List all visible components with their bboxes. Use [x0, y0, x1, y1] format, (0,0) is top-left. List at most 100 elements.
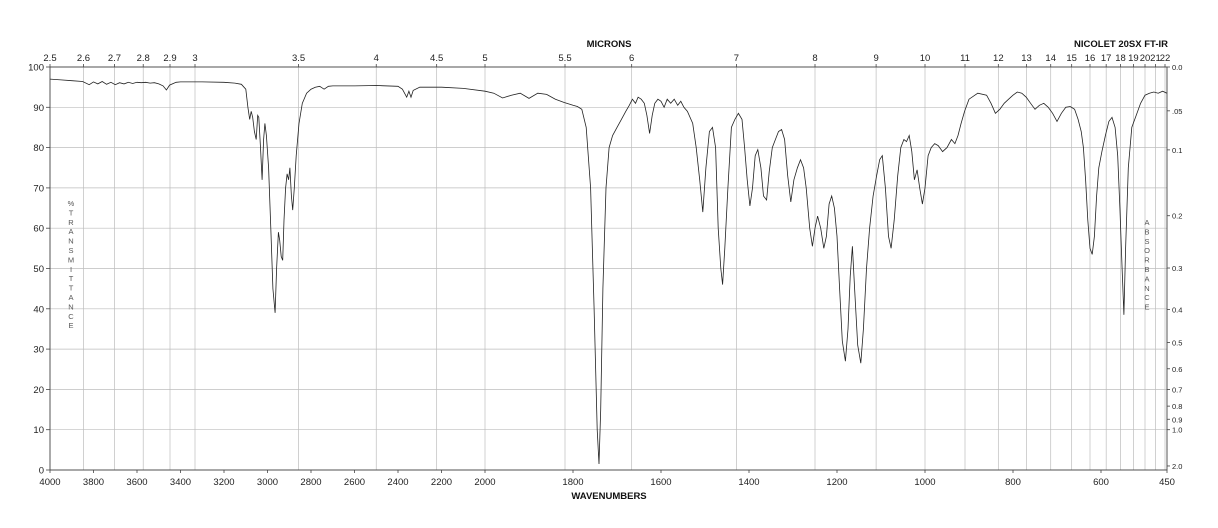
y-tick-label: 100 [28, 63, 44, 74]
y-axis-title-char: M [68, 255, 74, 264]
y-axis-title-char: A [1144, 274, 1149, 283]
micron-tick-label: 3.5 [292, 53, 305, 64]
absorbance-tick-label: 0.7 [1172, 386, 1182, 395]
micron-tick-label: 2.9 [163, 53, 176, 64]
absorbance-tick-label: 0.3 [1172, 264, 1182, 273]
y-tick-label: 20 [33, 385, 44, 396]
x-tick-label: 1800 [562, 477, 583, 488]
y-axis-title-char: A [68, 227, 73, 236]
x-tick-label: 2200 [431, 477, 452, 488]
micron-tick-label: 2.8 [137, 53, 150, 64]
x-tick-label: 450 [1159, 477, 1175, 488]
absorbance-tick-label: .05 [1172, 107, 1182, 116]
absorbance-tick-label: 1.0 [1172, 426, 1182, 435]
micron-tick-label: 14 [1045, 53, 1056, 64]
micron-tick-label: 7 [734, 53, 739, 64]
y-axis-title-char: T [69, 208, 74, 217]
y-axis-title-char: C [1144, 293, 1150, 302]
x-tick-label: 1400 [738, 477, 759, 488]
y-axis-title-char: B [1144, 227, 1149, 236]
x-tick-label: 3200 [213, 477, 234, 488]
x-tick-label: 1000 [914, 477, 935, 488]
y-axis-title-char: A [1144, 218, 1149, 227]
y-axis-title-char: O [1144, 246, 1150, 255]
micron-tick-label: 2.7 [108, 53, 121, 64]
absorbance-ticks: 0.0 .05 0.1 0.2 0.3 0.4 0.5 0.6 0.7 0.8 0.9 1.0 2.0 [1167, 63, 1182, 471]
y-axis-title-char: E [1144, 303, 1149, 312]
instrument-label: NICOLET 20SX FT-IR [1074, 39, 1168, 50]
micron-tick-label: 5 [482, 53, 487, 64]
microns-axis-title: MICRONS [587, 39, 632, 50]
micron-tick-label: 2.6 [77, 53, 90, 64]
micron-tick-label: 20 [1140, 53, 1151, 64]
micron-tick-label: 3 [192, 53, 197, 64]
absorbance-tick-label: 0.6 [1172, 365, 1182, 374]
micron-tick-label: 13 [1021, 53, 1032, 64]
absorbance-tick-label: 0.9 [1172, 415, 1182, 424]
spectrum-trace [49, 78, 1168, 465]
x-axis-title: WAVENUMBERS [571, 491, 646, 502]
y-tick-label: 80 [33, 143, 44, 154]
y-axis-title-char: R [1144, 256, 1150, 265]
y-tick-label: 40 [33, 304, 44, 315]
y-axis-title-char: S [68, 246, 73, 255]
y-axis-title-char: T [69, 274, 74, 283]
absorbance-tick-label: 0.8 [1172, 402, 1182, 411]
x-tick-label: 3400 [170, 477, 191, 488]
micron-tick-label: 4 [374, 53, 379, 64]
y-axis-title-char: B [1144, 265, 1149, 274]
wavenumber-ticks: 4000 3800 3600 3400 3200 3000 2800 2600 2400 2200… [39, 470, 1175, 488]
micron-tick-label: 9 [873, 53, 878, 64]
micron-tick-label: 11 [960, 53, 970, 64]
y-axis-title-char: C [68, 312, 74, 321]
absorbance-tick-label: 0.4 [1172, 306, 1182, 315]
x-tick-label: 3800 [83, 477, 104, 488]
absorbance-tick-label: 0.0 [1172, 63, 1182, 72]
micron-ticks: 2.5 2.6 2.7 2.8 2.9 3 3.5 4 4.5 5 5.5 6 7 8 9 10 11 12 13 1… [43, 53, 1170, 67]
absorbance-tick-label: 0.2 [1172, 212, 1182, 221]
y-tick-label: 0 [39, 466, 44, 477]
x-tick-label: 2800 [300, 477, 321, 488]
micron-tick-label: 17 [1101, 53, 1112, 64]
micron-tick-label: 2.5 [43, 53, 56, 64]
y-axis-title-char: I [70, 265, 72, 274]
y-axis-title-char: N [68, 237, 73, 246]
x-tick-label: 600 [1093, 477, 1109, 488]
absorbance-tick-label: 0.5 [1172, 339, 1182, 348]
x-tick-label: 1600 [650, 477, 671, 488]
absorbance-tick-label: 0.1 [1172, 146, 1182, 155]
y-tick-label: 50 [33, 264, 44, 275]
y-axis-title-char: A [68, 293, 73, 302]
y-tick-label: 30 [33, 345, 44, 356]
y-axis-title-char: E [68, 321, 73, 330]
x-tick-label: 2000 [474, 477, 495, 488]
micron-tick-label: 16 [1085, 53, 1096, 64]
x-tick-label: 3600 [126, 477, 147, 488]
grid [50, 66, 1167, 471]
x-tick-label: 800 [1005, 477, 1021, 488]
micron-tick-label: 10 [920, 53, 931, 64]
y-tick-label: 60 [33, 224, 44, 235]
y-tick-label: 10 [33, 425, 44, 436]
micron-tick-label: 8 [812, 53, 817, 64]
y-axis-title-char: N [68, 302, 73, 311]
micron-tick-label: 6 [629, 53, 634, 64]
micron-tick-label: 22 [1160, 53, 1171, 64]
y-axis-title-char: N [1144, 284, 1149, 293]
micron-tick-label: 18 [1115, 53, 1126, 64]
x-tick-label: 1200 [826, 477, 847, 488]
micron-tick-label: 15 [1066, 53, 1077, 64]
micron-tick-label: 19 [1128, 53, 1139, 64]
y-tick-label: 70 [33, 183, 44, 194]
micron-tick-label: 5.5 [558, 53, 571, 64]
transmittance-ticks: 0 10 20 30 40 50 60 70 80 90 100 [28, 63, 50, 477]
x-tick-label: 2400 [387, 477, 408, 488]
x-tick-label: 3000 [257, 477, 278, 488]
micron-tick-label: 4.5 [430, 53, 443, 64]
micron-tick-label: 21 [1150, 53, 1161, 64]
y-axis-title-char: S [1144, 237, 1149, 246]
y-tick-label: 90 [33, 103, 44, 114]
